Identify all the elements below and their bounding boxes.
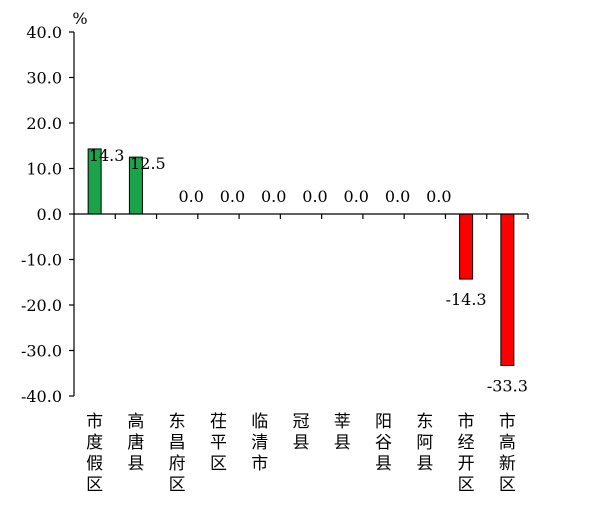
y-tick-label: -40.0 (21, 387, 62, 406)
data-label-6: 0.0 (344, 187, 369, 206)
bars (87, 148, 515, 367)
data-label-4: 0.0 (261, 187, 286, 206)
y-tick-label: -10.0 (21, 251, 62, 270)
data-label-10: -33.3 (487, 377, 528, 396)
data-label-0: 14.3 (89, 146, 125, 165)
y-tick-label: 20.0 (26, 114, 62, 133)
category-label-4: 临清市 (251, 412, 268, 474)
data-labels: 14.3 12.5 0.0 0.0 0.0 0.0 0.0 0.0 0.0 -14.3 -33.3 (89, 146, 528, 396)
y-unit-label: % (72, 9, 87, 28)
category-label-8: 东阿县 (416, 412, 433, 474)
y-axis: 40.0 30.0 20.0 10.0 0.0 -10.0 -20.0 -30.0 -40.0 (21, 23, 75, 406)
data-label-1: 12.5 (130, 154, 166, 173)
category-label-10: 市高新区 (499, 412, 516, 495)
category-label-5: 冠县 (293, 412, 310, 453)
y-tick-label: -30.0 (21, 342, 62, 361)
data-label-3: 0.0 (220, 187, 245, 206)
category-label-3: 茌平区 (210, 412, 227, 474)
x-axis (74, 213, 529, 219)
data-label-2: 0.0 (178, 187, 203, 206)
category-label-2: 东昌府区 (169, 412, 186, 495)
category-label-1: 高唐县 (127, 412, 144, 474)
y-tick-label: 0.0 (37, 205, 62, 224)
data-label-5: 0.0 (302, 187, 327, 206)
y-tick-label: 30.0 (26, 69, 62, 88)
category-label-6: 莘县 (334, 412, 351, 453)
data-label-7: 0.0 (385, 187, 410, 206)
bar-9 (459, 213, 474, 280)
y-tick-label: 40.0 (26, 23, 62, 42)
category-label-9: 市经开区 (458, 412, 475, 495)
data-label-9: -14.3 (446, 290, 487, 309)
y-tick-label: -20.0 (21, 296, 62, 315)
category-label-7: 阳谷县 (375, 412, 392, 474)
category-label-0: 市度假区 (86, 412, 103, 495)
y-tick-label: 10.0 (26, 160, 62, 179)
data-label-8: 0.0 (426, 187, 451, 206)
bar-10 (500, 213, 515, 367)
